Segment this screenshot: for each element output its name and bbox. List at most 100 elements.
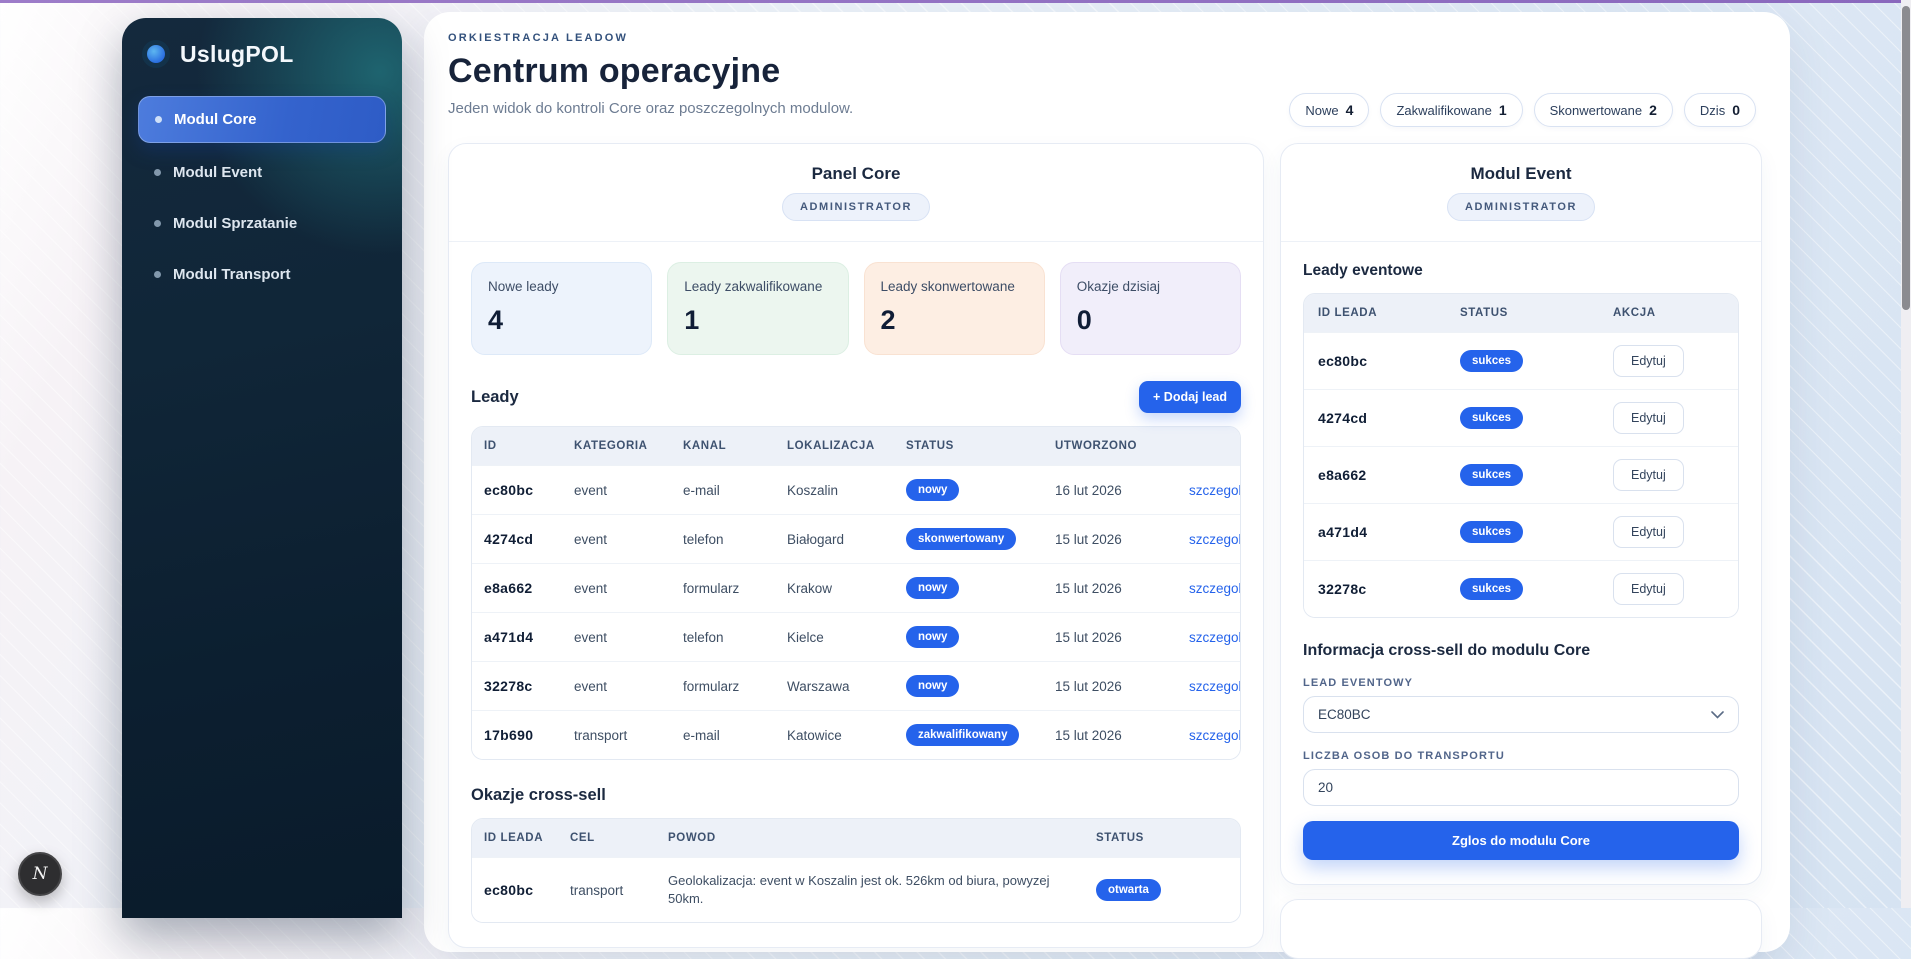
col-akcja: AKCJA	[1613, 307, 1656, 319]
brand-logo-icon	[142, 40, 170, 68]
stat-label: Nowe leady	[488, 279, 559, 294]
xsell-powod: Geolokalizacja: event w Koszalin jest ok…	[668, 873, 1050, 907]
lead-date: 15 lut 2026	[1055, 580, 1122, 596]
lead-kanal: formularz	[683, 678, 740, 694]
pill-zakwalifikowane[interactable]: Zakwalifikowane 1	[1380, 93, 1523, 127]
lead-kanal: telefon	[683, 629, 724, 645]
table-row: a471d4 event telefon Kielce nowy 15 lut …	[472, 612, 1240, 661]
chevron-down-icon	[1711, 710, 1724, 719]
lead-eventowy-select[interactable]: EC80BC	[1303, 696, 1739, 733]
lead-date: 15 lut 2026	[1055, 678, 1122, 694]
status-badge: sukces	[1460, 350, 1524, 372]
bullet-icon	[154, 220, 161, 227]
status-badge: sukces	[1460, 578, 1524, 600]
edit-button[interactable]: Edytuj	[1613, 573, 1684, 605]
stat-leady-zakwalifikowane: Leady zakwalifikowane 1	[667, 262, 849, 355]
pill-nowe[interactable]: Nowe 4	[1289, 93, 1370, 127]
details-link[interactable]: szczegoly	[1189, 580, 1240, 596]
lead-kanal: e-mail	[683, 727, 720, 743]
modul-event-title: Modul Event	[1470, 164, 1572, 183]
col-kanal: KANAL	[683, 440, 727, 452]
sidebar-item-label: Modul Sprzatanie	[173, 215, 298, 232]
lead-lokalizacja: Warszawa	[787, 678, 850, 694]
liczba-osob-input[interactable]	[1303, 769, 1739, 806]
next-module-card-partial	[1280, 899, 1762, 959]
pill-label: Skonwertowane	[1549, 102, 1643, 118]
sidebar-item-modul-transport[interactable]: Modul Transport	[138, 253, 386, 296]
edit-button[interactable]: Edytuj	[1613, 459, 1684, 491]
stat-label: Leady skonwertowane	[880, 279, 1015, 294]
lead-eventowy-label: LEAD EVENTOWY	[1303, 677, 1414, 689]
floating-n-badge[interactable]: N	[18, 852, 62, 896]
stat-value: 1	[684, 305, 700, 335]
stat-cards: Nowe leady 4 Leady zakwalifikowane 1 Lea…	[471, 262, 1241, 355]
lead-kategoria: event	[574, 580, 608, 596]
lead-kategoria: transport	[574, 727, 628, 743]
liczba-osob-label: LICZBA OSOB DO TRANSPORTU	[1303, 750, 1505, 762]
sidebar-item-modul-core[interactable]: Modul Core	[138, 96, 386, 143]
lead-id: a471d4	[484, 629, 534, 645]
col-id: ID	[484, 440, 497, 452]
details-link[interactable]: szczegoly	[1189, 531, 1240, 547]
status-badge: sukces	[1460, 407, 1524, 429]
scrollbar-thumb[interactable]	[1902, 6, 1910, 310]
status-badge: nowy	[906, 626, 960, 648]
status-badge: sukces	[1460, 464, 1524, 486]
lead-date: 15 lut 2026	[1055, 531, 1122, 547]
stat-value: 0	[1076, 305, 1092, 335]
table-row: 32278c sukces Edytuj	[1304, 560, 1738, 617]
pill-value: 2	[1649, 102, 1657, 118]
event-table-header: ID LEADA STATUS AKCJA	[1304, 294, 1738, 332]
col-status: STATUS	[1096, 832, 1144, 844]
status-badge: sukces	[1460, 521, 1524, 543]
status-badge: otwarta	[1096, 879, 1161, 902]
lead-lokalizacja: Katowice	[787, 727, 842, 743]
select-value: EC80BC	[1318, 707, 1371, 722]
zglos-do-modulu-core-button[interactable]: Zglos do modulu Core	[1303, 821, 1739, 860]
main-panel: ORKIESTRACJA LEADOW Centrum operacyjne J…	[424, 12, 1790, 959]
leads-table-header: ID KATEGORIA KANAL LOKALIZACJA STATUS UT…	[472, 427, 1240, 465]
panel-core-card: Panel Core ADMINISTRATOR Nowe leady 4 Le…	[448, 143, 1264, 949]
status-badge: nowy	[906, 577, 960, 599]
add-lead-button[interactable]: + Dodaj lead	[1139, 381, 1241, 413]
edit-button[interactable]: Edytuj	[1613, 345, 1684, 377]
table-row: ec80bc sukces Edytuj	[1304, 332, 1738, 389]
administrator-badge: ADMINISTRATOR	[1446, 193, 1596, 221]
lead-date: 15 lut 2026	[1055, 629, 1122, 645]
pill-value: 4	[1345, 102, 1354, 118]
leads-table: ID KATEGORIA KANAL LOKALIZACJA STATUS UT…	[471, 426, 1241, 760]
bullet-icon	[154, 169, 161, 176]
summary-pills: Nowe 4 Zakwalifikowane 1 Skonwertowane 2…	[1289, 93, 1756, 127]
pill-dzis[interactable]: Dzis 0	[1683, 93, 1756, 127]
stat-value: 2	[880, 305, 896, 335]
event-leads-table: ID LEADA STATUS AKCJA ec80bc sukces Edyt…	[1303, 293, 1739, 618]
page-scrollbar	[1901, 0, 1911, 908]
details-link[interactable]: szczegoly	[1189, 727, 1240, 743]
pill-skonwertowane[interactable]: Skonwertowane 2	[1533, 93, 1673, 127]
lead-kategoria: event	[574, 629, 608, 645]
sidebar-item-modul-event[interactable]: Modul Event	[138, 151, 386, 194]
lead-kategoria: event	[574, 531, 608, 547]
event-leads-heading: Leady eventowe	[1303, 262, 1423, 279]
page-kicker: ORKIESTRACJA LEADOW	[448, 32, 629, 44]
lead-kategoria: event	[574, 678, 608, 694]
details-link[interactable]: szczegoly	[1189, 678, 1240, 694]
sidebar-item-modul-sprzatanie[interactable]: Modul Sprzatanie	[138, 202, 386, 245]
lead-lokalizacja: Koszalin	[787, 482, 839, 498]
edit-button[interactable]: Edytuj	[1613, 516, 1684, 548]
event-lead-id: ec80bc	[1318, 353, 1368, 369]
xsell-id: ec80bc	[484, 882, 534, 899]
pill-label: Zakwalifikowane	[1396, 102, 1492, 118]
status-badge: nowy	[906, 479, 960, 501]
details-link[interactable]: szczegoly	[1189, 629, 1240, 645]
lead-id: ec80bc	[484, 482, 534, 498]
lead-lokalizacja: Białogard	[787, 531, 845, 547]
lead-kanal: e-mail	[683, 482, 720, 498]
lead-date: 16 lut 2026	[1055, 482, 1122, 498]
lead-id: 4274cd	[484, 531, 534, 547]
edit-button[interactable]: Edytuj	[1613, 402, 1684, 434]
lead-lokalizacja: Krakow	[787, 580, 833, 596]
lead-id: e8a662	[484, 580, 533, 596]
details-link[interactable]: szczegoly	[1189, 482, 1240, 498]
sidebar-nav: Modul Core Modul Event Modul Sprzatanie …	[136, 96, 388, 296]
